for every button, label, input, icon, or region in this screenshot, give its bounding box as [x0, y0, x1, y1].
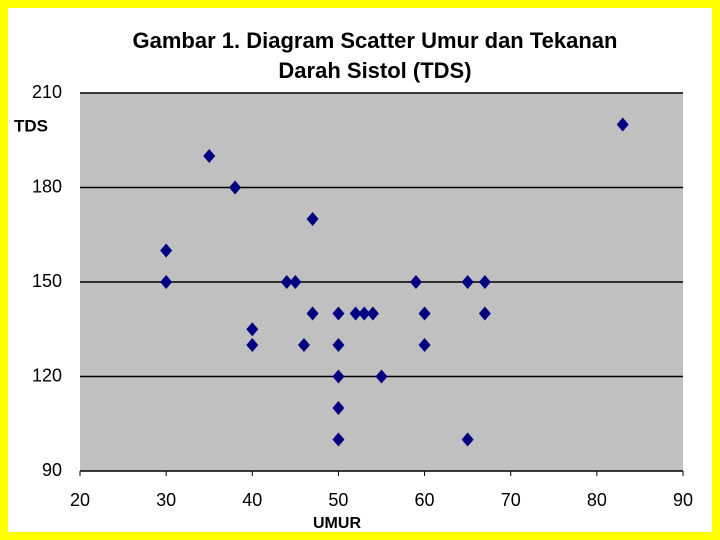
x-tick-label: 90: [673, 490, 693, 510]
y-tick-label: 210: [32, 82, 62, 102]
point: [358, 306, 371, 321]
point: [332, 432, 345, 447]
point: [461, 432, 474, 447]
point: [332, 369, 345, 384]
point: [306, 306, 319, 321]
point: [409, 275, 422, 289]
x-tick-label: 40: [242, 490, 262, 510]
x-tick-label: 60: [415, 490, 435, 510]
chart-title: Gambar 1. Diagram Scatter Umur dan Tekan…: [133, 28, 618, 53]
point: [297, 338, 310, 352]
x-tick-label: 50: [328, 490, 348, 510]
point: [160, 275, 173, 289]
point: [332, 306, 345, 321]
point: [246, 338, 259, 352]
point: [229, 180, 242, 195]
x-tick-label: 70: [501, 490, 521, 510]
point: [461, 275, 474, 289]
x-tick-label: 30: [156, 490, 176, 510]
y-axis-label: TDS: [14, 116, 48, 135]
point: [246, 322, 259, 337]
x-tick-label: 80: [587, 490, 607, 510]
chart-title: Darah Sistol (TDS): [278, 58, 471, 83]
point: [306, 212, 319, 226]
x-axis-label: UMUR: [313, 515, 361, 532]
point: [375, 369, 388, 384]
point: [616, 117, 629, 132]
point: [478, 306, 491, 321]
y-tick-label: 90: [42, 460, 62, 480]
y-tick-label: 120: [32, 365, 62, 385]
point: [203, 149, 216, 163]
y-tick-label: 150: [32, 271, 62, 291]
point: [478, 275, 491, 289]
point: [418, 338, 431, 352]
point: [289, 275, 302, 289]
point: [160, 243, 173, 258]
point: [349, 306, 362, 321]
x-tick-label: 20: [70, 490, 90, 510]
point: [280, 275, 293, 289]
point: [332, 401, 345, 415]
y-tick-label: 180: [32, 176, 62, 196]
point: [366, 306, 379, 321]
point: [332, 338, 345, 352]
point: [418, 306, 431, 321]
